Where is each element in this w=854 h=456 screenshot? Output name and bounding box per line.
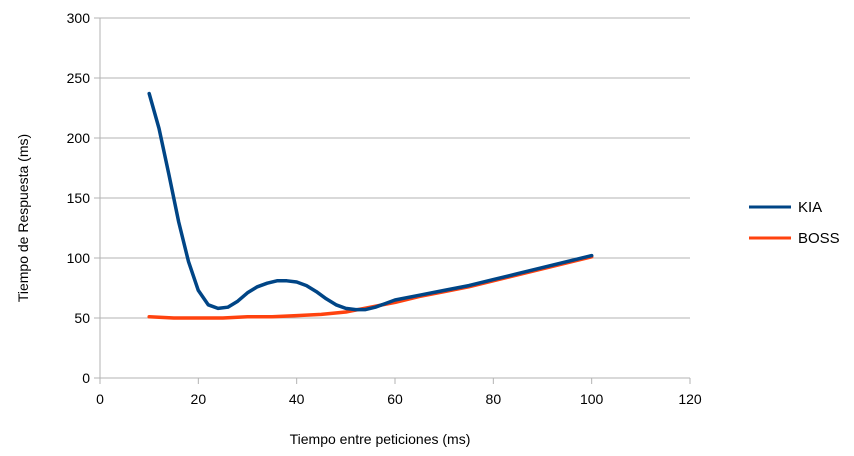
legend-label-kia: KIA	[798, 199, 822, 216]
x-tick-label: 20	[191, 391, 207, 407]
y-tick-label: 200	[67, 130, 91, 146]
y-tick-label: 150	[67, 190, 91, 206]
y-tick-label: 250	[67, 70, 91, 86]
y-axis-title: Tiempo de Respuesta (ms)	[15, 134, 31, 302]
axes	[94, 17, 691, 384]
x-tick-label: 60	[387, 391, 403, 407]
grid-lines	[100, 17, 690, 379]
y-tick-label: 50	[74, 310, 90, 326]
legend: KIA BOSS	[749, 199, 840, 247]
y-tick-label: 0	[82, 370, 90, 386]
x-tick-label: 80	[486, 391, 502, 407]
x-tick-label: 40	[289, 391, 305, 407]
legend-label-boss: BOSS	[798, 230, 840, 247]
y-tick-label: 300	[67, 10, 91, 26]
tick-labels: 0 50 100 150 200 250 300 0 20 40 60 80 100 120	[67, 10, 702, 407]
x-tick-label: 100	[580, 391, 604, 407]
y-tick-label: 100	[67, 250, 91, 266]
x-tick-label: 0	[96, 391, 104, 407]
series-layer	[147, 91, 594, 320]
x-tick-label: 120	[678, 391, 702, 407]
x-axis-title: Tiempo entre peticiones (ms)	[290, 431, 471, 447]
series-line-kia	[147, 91, 594, 312]
